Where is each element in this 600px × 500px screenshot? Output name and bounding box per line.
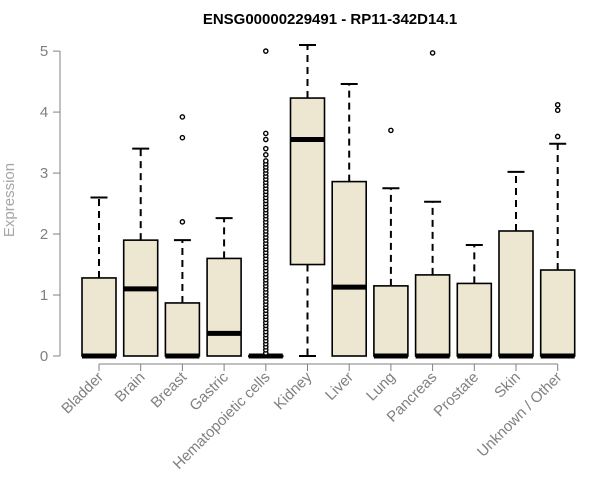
- outlier-point: [388, 127, 394, 134]
- box-group: [206, 217, 242, 357]
- x-tick-label: Lung: [363, 369, 399, 405]
- box-iqr: [206, 257, 242, 357]
- outlier-point: [262, 151, 269, 158]
- outlier-point: [179, 114, 186, 120]
- y-tick-label: 2: [40, 226, 48, 243]
- outlier-point: [262, 145, 269, 152]
- box-group: [289, 44, 326, 357]
- box-iqr: [81, 277, 117, 357]
- box-group: [331, 83, 368, 357]
- box-group: [248, 48, 284, 359]
- x-tick-label: Brain: [112, 369, 149, 406]
- box-iqr: [373, 285, 409, 357]
- box-group: [164, 114, 201, 359]
- outlier-point: [554, 101, 561, 108]
- outlier-point: [429, 50, 436, 56]
- outlier-point: [262, 136, 269, 143]
- box-group: [373, 127, 409, 359]
- x-tick-label: Liver: [322, 369, 357, 404]
- box-iqr: [164, 302, 201, 357]
- box-group: [414, 50, 451, 359]
- y-axis-label: Expression: [1, 163, 18, 237]
- x-tick-label: Breast: [148, 368, 191, 411]
- y-tick-label: 0: [40, 348, 48, 365]
- box-group: [539, 101, 576, 359]
- box-iqr: [456, 282, 493, 357]
- outlier-point: [262, 158, 269, 164]
- box-group: [456, 244, 493, 359]
- y-tick-label: 3: [40, 165, 48, 182]
- x-tick-label: Kidney: [271, 368, 316, 413]
- box-group: [498, 170, 534, 359]
- outlier-point: [262, 48, 269, 54]
- box-iqr: [331, 180, 368, 357]
- outlier-point: [179, 134, 186, 141]
- chart-title: ENSG00000229491 - RP11-342D14.1: [203, 11, 457, 28]
- box-group: [81, 196, 117, 359]
- x-tick-label: Bladder: [58, 369, 107, 418]
- x-tick-label: Skin: [491, 369, 524, 402]
- x-tick-label: Prostate: [431, 369, 483, 421]
- outlier-point: [554, 133, 561, 140]
- y-axis: 0 1 2 3 4 5: [40, 43, 61, 365]
- y-tick-label: 5: [40, 43, 48, 60]
- box-iqr: [498, 230, 534, 357]
- outlier-point: [179, 219, 186, 225]
- box-iqr: [122, 239, 159, 357]
- outlier-point: [554, 107, 561, 114]
- outlier-point: [262, 130, 269, 137]
- y-tick-label: 1: [40, 287, 48, 304]
- box-iqr: [414, 274, 451, 357]
- box-series: [81, 44, 576, 359]
- box-group: [122, 147, 159, 357]
- box-iqr: [289, 97, 326, 266]
- y-tick-label: 4: [40, 104, 48, 121]
- box-iqr: [539, 269, 576, 357]
